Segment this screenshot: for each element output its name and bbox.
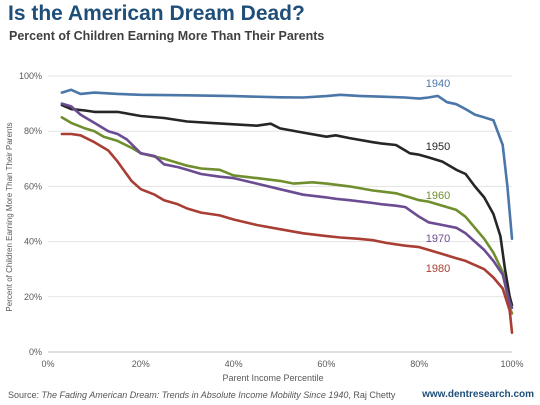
- x-tick-label: 80%: [410, 359, 428, 369]
- x-tick-label: 60%: [317, 359, 335, 369]
- x-tick-label: 100%: [500, 359, 523, 369]
- series-line-1960: [60, 116, 514, 315]
- x-tick-label: 40%: [225, 359, 243, 369]
- x-tick-label: 0%: [41, 359, 54, 369]
- y-tick-label: 60%: [24, 181, 42, 191]
- series-label-1950: 1950: [426, 141, 450, 153]
- y-tick-label: 20%: [24, 292, 42, 302]
- series-line-1950: [60, 103, 514, 307]
- y-tick-label: 80%: [24, 126, 42, 136]
- y-tick-label: 40%: [24, 237, 42, 247]
- chart-subtitle: Percent of Children Earning More Than Th…: [9, 29, 325, 43]
- y-tick-label: 100%: [19, 71, 42, 81]
- series-line-1940: [60, 88, 514, 241]
- series-label-1980: 1980: [426, 263, 450, 275]
- y-tick-label: 0%: [29, 347, 42, 357]
- source-note: Source: The Fading American Dream: Trend…: [8, 390, 395, 400]
- chart-title: Is the American Dream Dead?: [8, 2, 305, 25]
- source-suffix: , Raj Chetty: [348, 390, 396, 400]
- x-axis-label: Parent Income Percentile: [222, 373, 323, 383]
- y-axis-label: Percent of Children Earning More Than Th…: [5, 122, 14, 311]
- series-line-1980: [60, 132, 514, 334]
- series-label-1970: 1970: [426, 233, 450, 245]
- series-label-1960: 1960: [426, 190, 450, 202]
- series-line-1970: [60, 102, 514, 310]
- source-prefix: Source:: [8, 390, 42, 400]
- series-label-1940: 1940: [426, 78, 450, 90]
- source-title: The Fading American Dream: Trends in Abs…: [41, 390, 349, 400]
- x-tick-label: 20%: [132, 359, 150, 369]
- website-link[interactable]: www.dentresearch.com: [422, 389, 534, 400]
